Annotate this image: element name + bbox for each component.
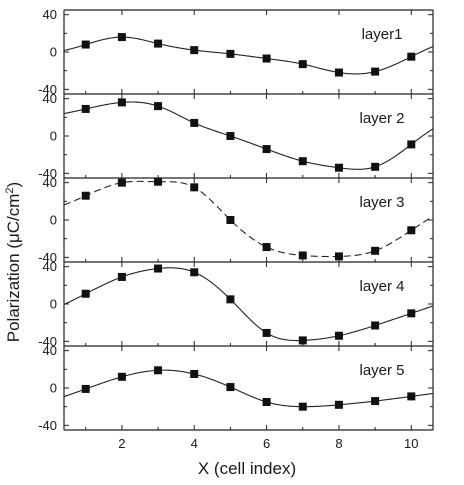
x-tick-label: 6 [263,436,270,451]
y-axis-title-mu: μ [4,233,23,243]
data-point [298,402,307,411]
data-point [334,331,343,340]
data-point [334,252,343,261]
data-point [407,140,416,149]
data-point [298,336,307,345]
x-tick-label: 4 [191,436,198,451]
y-tick-label: -40 [38,82,57,97]
data-point [334,68,343,77]
data-point [298,251,307,260]
data-point [117,178,126,187]
y-tick-label: 40 [43,343,57,358]
y-axis-title-unit: C/cm [4,194,23,234]
data-point [154,366,163,375]
data-point [334,400,343,409]
data-point [371,162,380,171]
data-point [407,52,416,61]
data-point [81,40,90,49]
series-line [63,180,434,258]
data-point [334,163,343,172]
data-point [407,309,416,318]
x-tick-labels: 2 4 6 8 10 [118,436,418,451]
y-tick-label: 40 [43,259,57,274]
y-tick-label: 0 [50,129,57,144]
data-point [371,321,380,330]
y-tick-label: 0 [50,297,57,312]
data-point [298,157,307,166]
data-point [154,39,163,48]
data-point [371,246,380,255]
data-point [371,397,380,406]
data-point [407,226,416,235]
y-axis-title: Polarization (μC/cm2) [4,182,23,342]
data-point [154,177,163,186]
x-tick-label: 8 [335,436,342,451]
data-point [262,243,271,252]
data-point [81,289,90,298]
data-point [117,372,126,381]
data-point [190,46,199,55]
x-axis-title: X (cell index) [198,459,296,478]
panel-3: -40 0 40 layer 3 [38,175,434,265]
data-point [262,54,271,63]
x-tick-label: 10 [404,436,418,451]
data-point [81,104,90,113]
data-point [190,370,199,378]
data-point [81,384,90,393]
data-point [190,268,199,277]
panel-2: -40 0 40 layer 2 [38,91,434,181]
data-point [117,98,126,107]
data-point [298,60,307,69]
data-point [117,33,126,42]
y-tick-label: 40 [43,175,57,190]
panel-label: layer 4 [359,278,404,295]
y-tick-label: -40 [38,334,57,349]
panel-label: layer 5 [359,362,404,379]
data-point [407,392,416,401]
data-point [154,264,163,273]
y-tick-label: 0 [50,213,57,228]
y-tick-label: -40 [38,166,57,181]
x-tick-label: 2 [118,436,125,451]
data-point [81,191,90,200]
y-tick-label: 40 [43,7,57,22]
panel-label: layer 2 [359,110,404,127]
data-point [226,295,235,304]
y-tick-label: -40 [38,250,57,265]
data-point [226,132,235,140]
data-point [190,118,199,127]
y-axis-title-close: ) [4,182,23,188]
y-tick-label: 0 [50,381,57,396]
y-tick-label: -40 [38,418,57,433]
data-point [154,102,163,111]
y-tick-label: 0 [50,45,57,60]
data-point [190,183,199,192]
y-tick-label: 40 [43,91,57,106]
y-axis-title-sup: 2 [4,187,16,193]
data-point [226,49,235,58]
data-point [226,216,235,224]
panel-label: layer1 [362,26,403,43]
data-point [262,398,271,406]
data-point [117,272,126,281]
panel-label: layer 3 [359,194,404,211]
panel-4: -40 0 40 layer 4 [38,259,434,349]
data-point [262,145,271,154]
panel-1: -40 0 40 layer1 [38,7,434,97]
y-axis-title-main: Polarization ( [4,243,23,343]
data-point [262,328,271,337]
panel-5: -40 0 40 layer 5 [38,343,434,433]
data-point [226,383,235,392]
data-point [371,67,380,76]
